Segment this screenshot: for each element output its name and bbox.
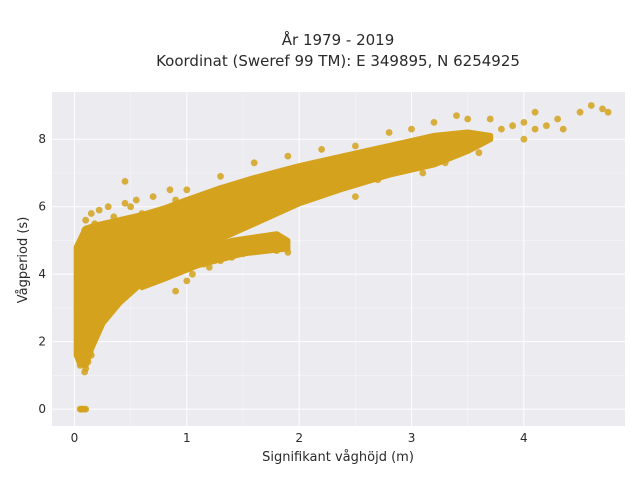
data-point (200, 260, 208, 268)
data-point (554, 115, 561, 123)
data-point (121, 178, 129, 185)
data-point (587, 102, 595, 109)
chart-title-line-1: År 1979 - 2019 (282, 30, 395, 49)
data-point (559, 125, 567, 133)
data-point (543, 122, 550, 130)
data-point (250, 159, 258, 167)
data-point (531, 125, 539, 133)
data-point (318, 146, 325, 153)
data-point (262, 237, 269, 244)
data-point (408, 125, 415, 133)
data-point (284, 152, 292, 160)
y-axis-label: Vågperiod (s) (16, 217, 31, 304)
data-point (95, 206, 103, 214)
data-point (149, 193, 157, 201)
x-axis-label: Signifikant våghöjd (m) (262, 450, 414, 465)
y-tick-label: 4 (38, 267, 46, 281)
x-tick-label: 0 (71, 431, 79, 445)
data-point (76, 361, 84, 369)
data-point (183, 186, 191, 194)
data-point (374, 176, 382, 184)
data-point (183, 277, 191, 285)
data-point (80, 274, 87, 281)
data-point (599, 105, 606, 113)
data-point (486, 115, 494, 123)
data-point (80, 250, 87, 258)
data-point (138, 210, 146, 217)
data-point (228, 253, 236, 261)
data-point (498, 125, 505, 133)
data-point (189, 270, 196, 278)
data-point (239, 250, 247, 258)
data-point (464, 139, 472, 147)
data-point (82, 216, 90, 224)
data-point (166, 186, 174, 194)
data-point (352, 193, 359, 201)
data-point (87, 210, 95, 217)
data-point (464, 115, 472, 123)
data-point (78, 355, 86, 362)
data-point (91, 220, 99, 228)
y-tick-label: 8 (38, 132, 46, 146)
data-point (76, 338, 84, 346)
x-tick-label: 4 (520, 431, 528, 445)
data-point (87, 351, 95, 359)
data-point (475, 149, 483, 157)
x-tick-label: 3 (408, 431, 416, 445)
y-tick-label: 2 (38, 335, 46, 349)
data-point (104, 203, 112, 211)
chart-title-line-2: Koordinat (Sweref 99 TM): E 349895, N 62… (156, 52, 520, 70)
data-point (217, 257, 224, 265)
data-point (318, 186, 325, 194)
data-point (340, 179, 348, 187)
data-point (520, 135, 528, 143)
data-point (430, 119, 438, 126)
data-point (77, 318, 85, 325)
data-point (419, 169, 427, 177)
data-point (453, 112, 460, 119)
data-point (520, 119, 528, 126)
data-point (531, 108, 539, 116)
data-point (84, 358, 92, 366)
x-tick-label: 1 (183, 431, 191, 445)
y-tick-label: 0 (38, 402, 46, 416)
data-point (132, 196, 140, 204)
data-point (172, 196, 180, 204)
data-point (363, 169, 370, 177)
data-point (205, 264, 213, 271)
data-point (217, 172, 224, 180)
dense-point-cloud (73, 129, 494, 369)
data-point (172, 287, 180, 295)
data-point (250, 243, 258, 251)
y-tick-label: 6 (38, 200, 46, 214)
data-points (73, 102, 612, 413)
data-point (127, 203, 134, 211)
data-point (78, 294, 86, 302)
data-point (509, 122, 516, 130)
data-point (396, 166, 404, 174)
data-point (352, 142, 359, 150)
data-point (385, 129, 393, 136)
data-point (121, 199, 129, 207)
data-point (205, 210, 213, 217)
data-point (82, 405, 90, 413)
data-point (576, 108, 584, 116)
x-tick-label: 2 (295, 431, 303, 445)
data-point (82, 365, 90, 372)
data-point (110, 213, 118, 221)
tick-labels: 0 1 2 3 4 0 2 4 6 8 (38, 132, 527, 445)
data-point (604, 108, 612, 116)
data-point (441, 159, 449, 167)
data-point (273, 247, 281, 255)
data-point (284, 248, 292, 256)
data-point (81, 226, 88, 234)
